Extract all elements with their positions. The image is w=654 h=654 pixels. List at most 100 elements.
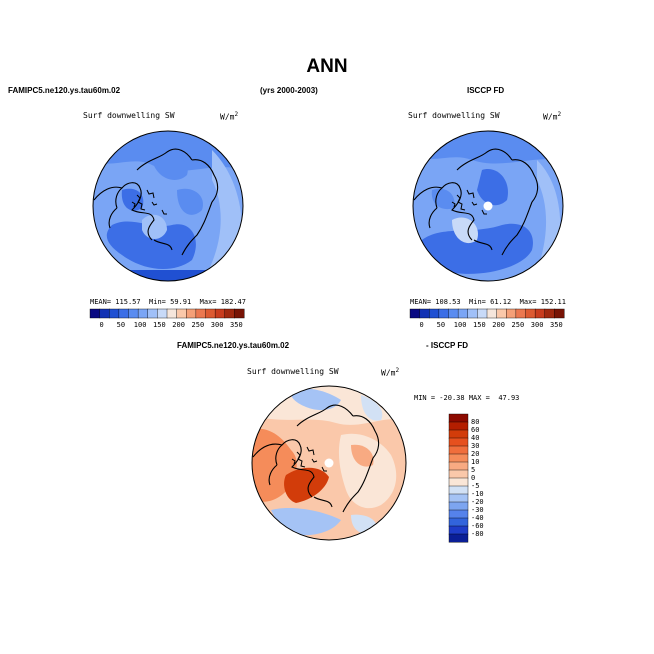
colorbar-swatch [448,421,469,431]
colorbar-swatch [176,308,187,319]
model-polar-map [92,130,244,282]
colorbar-swatch [118,308,130,319]
diff-colorbar [448,413,469,543]
colorbar-swatch [544,308,555,319]
colorbar-tick-label: -5 [471,482,480,490]
model-units-label: W/m2 [220,111,239,122]
obs-units-label: W/m2 [543,111,562,122]
colorbar-tick-label: -80 [471,530,484,538]
colorbar-tick-label: 0 [471,474,476,482]
header-obs-name: ISCCP FD [467,86,505,95]
colorbar-tick-label: 250 [191,321,205,329]
colorbar-swatch [506,308,517,319]
diff-model-name: FAMIPC5.ne120.ys.tau60m.02 [177,341,290,350]
colorbar-swatch [448,517,469,527]
model-colorbar-labels: 0 50 100 150 200 250 300 350 [0,321,654,331]
colorbar-swatch [109,308,120,319]
colorbar-tick-label: 250 [511,321,525,329]
colorbar-tick-label: 60 [471,426,480,434]
colorbar-swatch [448,493,469,503]
obs-polar-map [412,130,564,282]
colorbar-swatch [477,308,488,319]
model-variable-label: Surf downwelling SW [83,111,175,120]
diff-variable-label: Surf downwelling SW [247,367,339,376]
colorbar-tick-label: 0 [419,321,424,329]
colorbar-swatch [448,461,469,471]
colorbar-tick-label: -40 [471,514,484,522]
colorbar-swatch [224,308,235,319]
diff-obs-name: - ISCCP FD [426,341,469,350]
colorbar-swatch [448,477,469,487]
colorbar-swatch [486,308,498,319]
colorbar-swatch [438,308,450,319]
page-title: ANN [306,56,348,77]
colorbar-swatch [234,308,245,319]
colorbar-swatch [515,308,527,319]
diff-units-label: W/m2 [381,367,400,378]
colorbar-tick-label: 300 [210,321,224,329]
colorbar-tick-label: 200 [492,321,505,329]
colorbar-tick-label: 50 [116,321,126,329]
colorbar-swatch [448,453,469,463]
obs-stats: MEAN= 108.53 Min= 61.12 Max= 152.11 [410,298,566,306]
colorbar-swatch [496,308,507,319]
colorbar-swatch [448,469,469,479]
colorbar-tick-label: 150 [153,321,166,329]
colorbar-swatch [166,308,178,319]
colorbar-swatch [457,308,469,319]
colorbar-swatch [448,501,469,511]
colorbar-swatch [186,308,197,319]
obs-colorbar-labels: 0 50 100 150 200 250 300 350 [0,321,654,331]
colorbar-swatch [534,308,546,319]
colorbar-swatch [128,308,139,319]
colorbar-swatch [419,308,430,319]
diff-stats: MIN = -20.38 MAX = 47.93 [414,394,520,402]
colorbar-tick-label: -30 [471,506,484,514]
obs-colorbar [409,308,565,319]
colorbar-tick-label: -20 [471,498,484,506]
colorbar-tick-label: -60 [471,522,484,530]
colorbar-swatch [214,308,226,319]
colorbar-swatch [448,485,469,495]
colorbar-tick-label: 0 [99,321,104,329]
colorbar-tick-label: 30 [471,442,480,450]
colorbar-swatch [448,525,469,535]
colorbar-tick-label: 40 [471,434,480,442]
colorbar-swatch [448,437,469,447]
colorbar-swatch [448,445,469,455]
colorbar-tick-label: 100 [133,321,147,329]
model-stats: MEAN= 115.57 Min= 59.91 Max= 182.47 [90,298,246,306]
colorbar-swatch [448,413,469,423]
colorbar-tick-label: 150 [473,321,486,329]
colorbar-tick-label: 50 [436,321,446,329]
colorbar-swatch [525,308,536,319]
obs-variable-label: Surf downwelling SW [408,111,500,120]
colorbar-tick-label: -10 [471,490,484,498]
colorbar-tick-label: 10 [471,458,480,466]
header-model-name: FAMIPC5.ne120.ys.tau60m.02 [8,86,121,95]
colorbar-tick-label: 350 [550,321,563,329]
colorbar-swatch [99,308,110,319]
colorbar-tick-label: 350 [230,321,243,329]
colorbar-swatch [137,308,149,319]
colorbar-swatch [448,509,469,519]
colorbar-tick-label: 80 [471,418,480,426]
colorbar-swatch [448,308,459,319]
colorbar-tick-label: 20 [471,450,480,458]
colorbar-swatch [409,308,421,319]
colorbar-swatch [195,308,207,319]
colorbar-tick-label: 5 [471,466,476,474]
colorbar-swatch [147,308,158,319]
colorbar-swatch [429,308,440,319]
colorbar-swatch [554,308,565,319]
colorbar-swatch [89,308,101,319]
colorbar-tick-label: 300 [530,321,544,329]
header-years: (yrs 2000-2003) [260,86,318,95]
model-colorbar [89,308,245,319]
colorbar-swatch [448,533,469,543]
colorbar-swatch [157,308,168,319]
colorbar-swatch [467,308,478,319]
diff-polar-map [251,385,407,541]
colorbar-swatch [205,308,216,319]
colorbar-tick-label: 100 [453,321,467,329]
